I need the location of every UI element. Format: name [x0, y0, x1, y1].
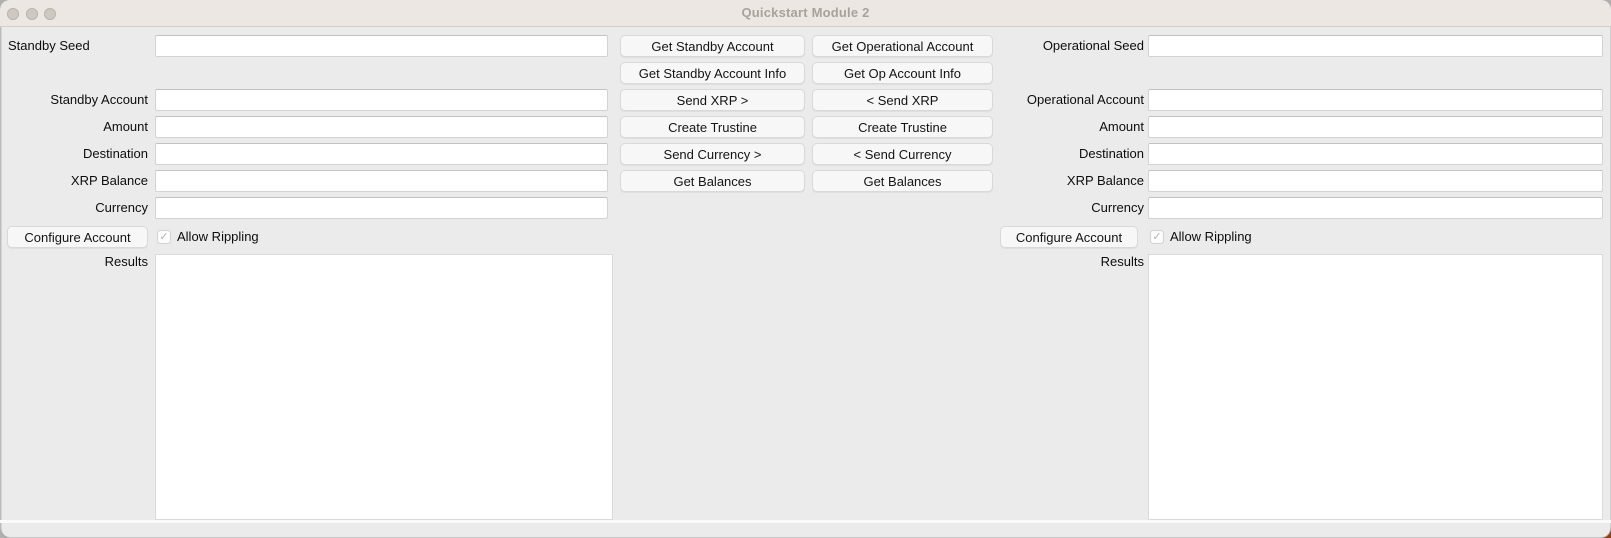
- standby-account-label: Standby Account: [50, 92, 148, 107]
- operational-amount-input[interactable]: [1148, 116, 1603, 138]
- get-standby-account-info-button[interactable]: Get Standby Account Info: [620, 62, 805, 84]
- window-title: Quickstart Module 2: [741, 5, 870, 20]
- standby-destination-input[interactable]: [155, 143, 608, 165]
- operational-destination-label: Destination: [1078, 146, 1144, 161]
- get-balances-operational-button[interactable]: Get Balances: [812, 170, 993, 192]
- standby-results-textarea[interactable]: [155, 254, 613, 520]
- operational-currency-input[interactable]: [1148, 197, 1603, 219]
- send-xrp-to-operational-button[interactable]: Send XRP >: [620, 89, 805, 111]
- zoom-button[interactable]: [44, 8, 56, 20]
- standby-seed-label: Standby Seed: [8, 38, 90, 53]
- operational-destination-input[interactable]: [1148, 143, 1603, 165]
- send-currency-to-operational-button[interactable]: Send Currency >: [620, 143, 805, 165]
- send-xrp-to-standby-button[interactable]: < Send XRP: [812, 89, 993, 111]
- get-operational-account-button[interactable]: Get Operational Account: [812, 35, 993, 57]
- check-icon: ✓: [1152, 231, 1162, 243]
- operational-results-textarea[interactable]: [1148, 254, 1603, 520]
- standby-configure-account-button[interactable]: Configure Account: [7, 226, 148, 248]
- standby-destination-label: Destination: [82, 146, 148, 161]
- standby-results-label: Results: [104, 254, 148, 269]
- standby-amount-input[interactable]: [155, 116, 608, 138]
- operational-allow-rippling-checkbox[interactable]: ✓: [1150, 230, 1164, 244]
- operational-seed-label: Operational Seed: [1042, 38, 1144, 53]
- standby-xrp-balance-input[interactable]: [155, 170, 608, 192]
- operational-seed-input[interactable]: [1148, 35, 1603, 57]
- operational-account-label: Operational Account: [1026, 92, 1144, 107]
- operational-configure-account-button[interactable]: Configure Account: [1000, 226, 1138, 248]
- create-trustline-standby-button[interactable]: Create Trustine: [620, 116, 805, 138]
- standby-amount-label: Amount: [103, 119, 148, 134]
- standby-account-input[interactable]: [155, 89, 608, 111]
- operational-allow-rippling-label: Allow Rippling: [1170, 229, 1252, 244]
- create-trustline-operational-button[interactable]: Create Trustine: [812, 116, 993, 138]
- standby-allow-rippling-checkbox[interactable]: ✓: [157, 230, 171, 244]
- titlebar: Quickstart Module 2: [0, 0, 1611, 27]
- send-currency-to-standby-button[interactable]: < Send Currency: [812, 143, 993, 165]
- get-balances-standby-button[interactable]: Get Balances: [620, 170, 805, 192]
- operational-results-label: Results: [1100, 254, 1144, 269]
- standby-seed-input[interactable]: [155, 35, 608, 57]
- operational-amount-label: Amount: [1099, 119, 1144, 134]
- check-icon: ✓: [159, 231, 169, 243]
- operational-xrp-balance-input[interactable]: [1148, 170, 1603, 192]
- standby-currency-input[interactable]: [155, 197, 608, 219]
- operational-xrp-balance-label: XRP Balance: [1066, 173, 1144, 188]
- get-op-account-info-button[interactable]: Get Op Account Info: [812, 62, 993, 84]
- operational-currency-label: Currency: [1091, 200, 1144, 215]
- minimize-button[interactable]: [26, 8, 38, 20]
- close-button[interactable]: [7, 8, 19, 20]
- window-bottom-divider: [0, 520, 1611, 523]
- operational-account-input[interactable]: [1148, 89, 1603, 111]
- standby-allow-rippling-label: Allow Rippling: [177, 229, 259, 244]
- standby-xrp-balance-label: XRP Balance: [70, 173, 148, 188]
- standby-currency-label: Currency: [95, 200, 148, 215]
- get-standby-account-button[interactable]: Get Standby Account: [620, 35, 805, 57]
